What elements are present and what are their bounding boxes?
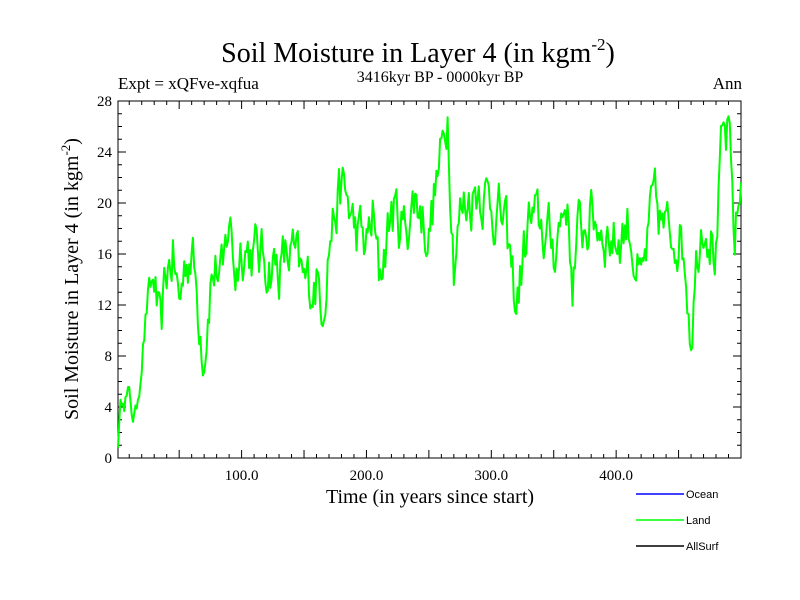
chart-title: Soil Moisture in Layer 4 (in kgm-2) [221,35,615,69]
chart-title-sup: -2 [591,35,605,54]
axis-ticks [118,101,741,458]
x-tick-labels: 100.0 200.0 300.0 400.0 [225,468,633,484]
y-tick-label: 0 [105,451,113,467]
legend: Ocean Land AllSurf [636,489,719,553]
x-tick-label: 200.0 [350,468,384,484]
y-tick-label: 4 [105,400,113,416]
x-axis-label: Time (in years since start) [326,486,534,508]
y-tick-label: 8 [105,349,113,365]
y-tick-label: 20 [97,196,112,212]
y-tick-label: 12 [97,298,112,314]
y-axis-label-close: ) [61,138,83,145]
x-tick-label: 400.0 [599,468,633,484]
legend-land-label: Land [686,515,710,527]
x-tick-label: 100.0 [225,468,259,484]
chart-title-close: ) [606,38,615,69]
y-tick-label: 16 [97,247,113,263]
y-axis-label-sup: -2 [58,145,73,156]
y-axis-label-main: Soil Moisture in Layer 4 (in kgm [61,155,83,420]
period-label: 3416kyr BP - 0000kyr BP [357,69,524,86]
legend-allsurf-label: AllSurf [686,541,719,553]
y-tick-label: 24 [97,145,113,161]
y-tick-labels: 0 4 8 12 16 20 24 28 [97,94,113,467]
experiment-label: Expt = xQFve-xqfua [118,74,259,93]
y-tick-label: 28 [97,94,112,110]
legend-ocean-label: Ocean [686,489,718,501]
chart-title-main: Soil Moisture in Layer 4 (in kgm [221,38,591,69]
series-land-line [117,115,742,448]
season-label: Ann [713,74,743,93]
x-tick-label: 300.0 [474,468,508,484]
y-axis-label: Soil Moisture in Layer 4 (in kgm-2) [58,138,83,420]
